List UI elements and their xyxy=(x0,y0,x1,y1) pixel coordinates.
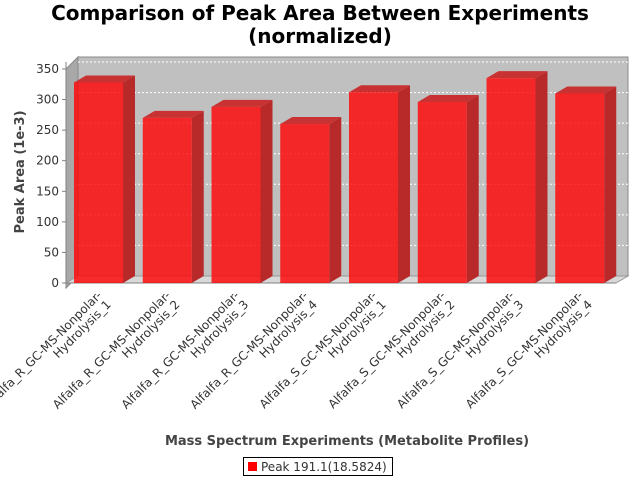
bar-front xyxy=(211,106,261,283)
bar-top xyxy=(74,75,135,83)
x-tick-label: Alfalfa_R_GC-MS-Nonpolar-Hydrolysis_2 xyxy=(50,288,183,421)
y-tick-label: 50 xyxy=(44,245,59,259)
bar-top xyxy=(211,99,273,107)
bar-1 xyxy=(74,75,135,283)
bar-top xyxy=(486,71,548,79)
bar-front xyxy=(349,92,398,283)
bar-8 xyxy=(555,86,617,283)
bar-front xyxy=(280,124,330,284)
bar-front xyxy=(417,102,467,283)
bar-front xyxy=(486,78,536,284)
bar-front xyxy=(74,82,123,283)
bar-2 xyxy=(142,110,204,284)
x-tick-label: Alfalfa_S_GC-MS-Nonpolar-Hydrolysis_3 xyxy=(394,288,526,420)
x-tick-label: Alfalfa_S_GC-MS-Nonpolar-Hydrolysis_2 xyxy=(325,288,457,420)
bar-side xyxy=(329,117,342,284)
y-tick-label: 300 xyxy=(36,93,59,107)
x-axis-label: Mass Spectrum Experiments (Metabolite Pr… xyxy=(165,434,529,449)
y-tick-label: 250 xyxy=(36,123,59,137)
chart-title-line-1: Comparison of Peak Area Between Experime… xyxy=(51,1,589,25)
bar-side xyxy=(398,85,410,283)
x-tick-label: Alfalfa_R_GC-MS-Nonpolar-Hydrolysis_4 xyxy=(187,288,320,421)
bar-side xyxy=(604,86,617,283)
bars xyxy=(74,71,617,284)
bar-5 xyxy=(349,85,410,283)
y-axis-ticks: 0 50 100 150 200 250 300 350 xyxy=(36,62,66,290)
bar-6 xyxy=(417,95,479,283)
bar-side xyxy=(123,75,135,283)
bar-7 xyxy=(486,71,548,284)
y-tick-label: 0 xyxy=(51,276,59,290)
bar-side xyxy=(466,95,479,283)
y-axis-label: Peak Area (1e-3) xyxy=(13,110,28,233)
bar-top xyxy=(417,95,479,103)
legend-swatch xyxy=(248,462,257,471)
bar-side xyxy=(191,110,204,284)
bar-chart: 0 50 100 150 200 250 300 350 Alfalfa_R_GC-MS-No… xyxy=(0,55,630,449)
y-tick-label: 100 xyxy=(36,215,59,229)
chart-title: Comparison of Peak Area Between Experime… xyxy=(0,2,640,48)
y-tick-label: 350 xyxy=(36,62,59,76)
chart-title-line-2: (normalized) xyxy=(248,24,392,48)
bar-front xyxy=(555,93,605,283)
legend-label: Peak 191.1(18.5824) xyxy=(261,459,387,474)
bar-top xyxy=(280,117,342,125)
y-tick-label: 150 xyxy=(36,184,59,198)
y-tick-label: 200 xyxy=(36,154,59,168)
bar-3 xyxy=(211,99,273,283)
bar-side xyxy=(260,99,273,283)
bar-top xyxy=(349,85,410,93)
bar-front xyxy=(142,117,192,284)
x-tick-label: Alfalfa_S_GC-MS-Nonpolar-Hydrolysis_4 xyxy=(463,288,595,420)
bar-top xyxy=(142,110,204,118)
bar-4 xyxy=(280,117,342,284)
x-tick-label: Alfalfa_R_GC-MS-Nonpolar-Hydrolysis_3 xyxy=(119,288,252,421)
x-tick-label: Alfalfa_S_GC-MS-Nonpolar-Hydrolysis_1 xyxy=(257,288,389,420)
legend: Peak 191.1(18.5824) xyxy=(243,457,393,476)
bar-top xyxy=(555,86,617,94)
bar-side xyxy=(535,71,548,284)
x-axis-tick-labels: Alfalfa_R_GC-MS-Nonpolar-Hydrolysis_1Alf… xyxy=(0,288,595,421)
